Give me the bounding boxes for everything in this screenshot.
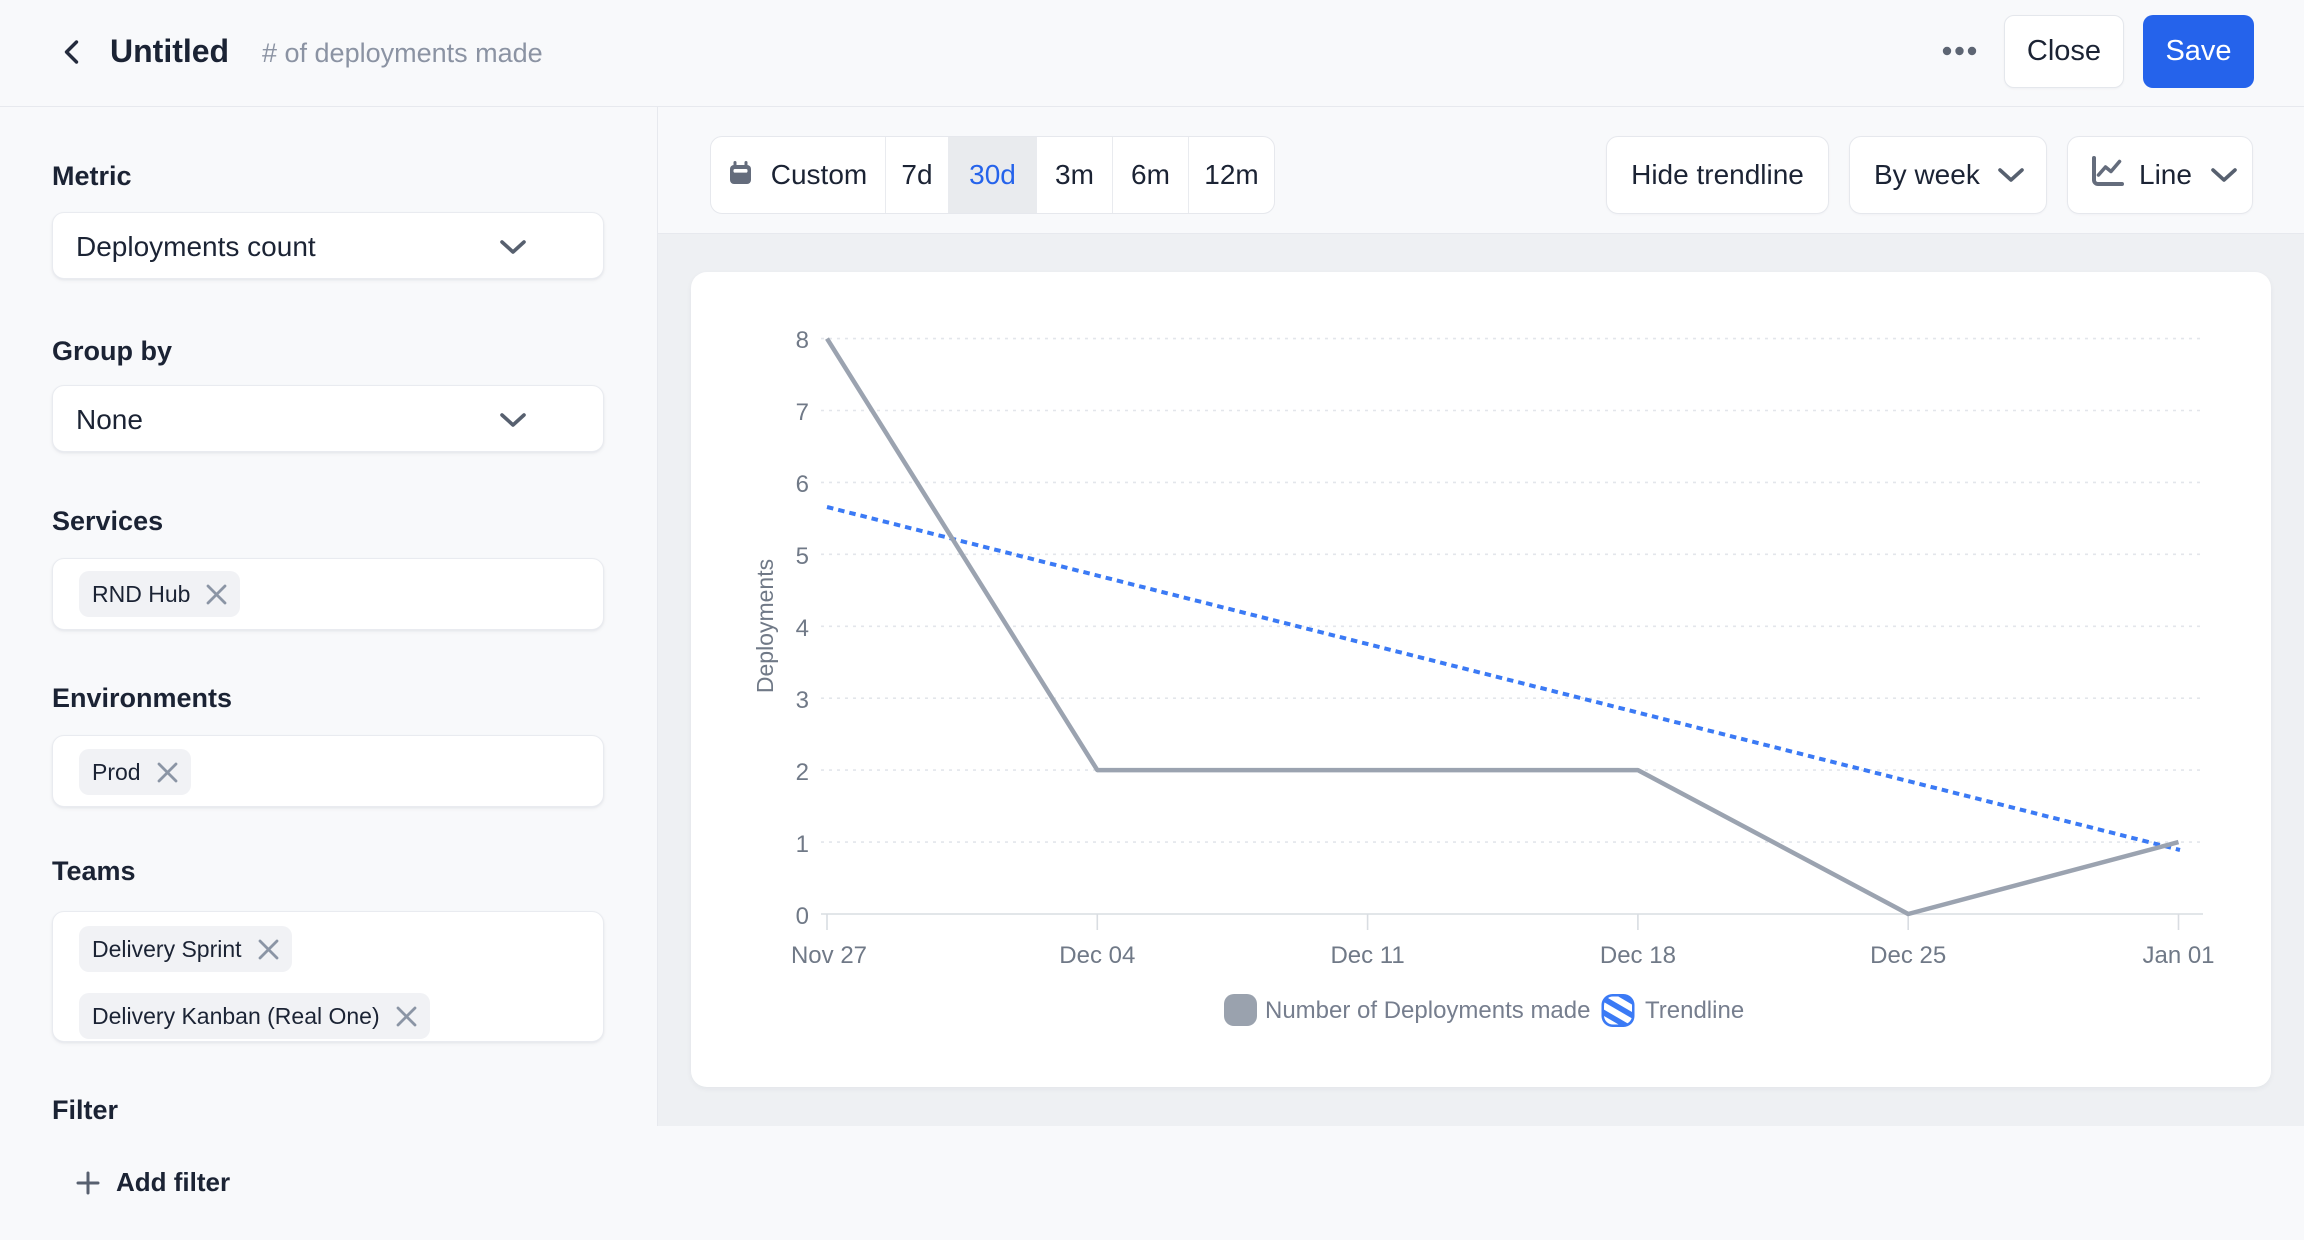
svg-text:8: 8 bbox=[796, 327, 809, 354]
svg-text:Dec 18: Dec 18 bbox=[1600, 942, 1676, 969]
svg-text:7: 7 bbox=[796, 399, 809, 426]
svg-text:2: 2 bbox=[796, 759, 809, 786]
svg-text:4: 4 bbox=[796, 615, 809, 642]
svg-text:Dec 11: Dec 11 bbox=[1330, 942, 1404, 969]
svg-text:Jan 01: Jan 01 bbox=[2142, 942, 2214, 969]
svg-text:Dec 25: Dec 25 bbox=[1870, 942, 1946, 969]
svg-text:1: 1 bbox=[796, 831, 809, 858]
svg-text:Number of Deployments made: Number of Deployments made bbox=[1265, 997, 1590, 1024]
svg-text:0: 0 bbox=[796, 903, 809, 930]
svg-text:Nov 27: Nov 27 bbox=[791, 942, 867, 969]
svg-text:Dec 04: Dec 04 bbox=[1059, 942, 1135, 969]
svg-text:Trendline: Trendline bbox=[1645, 997, 1744, 1024]
svg-text:5: 5 bbox=[796, 543, 809, 570]
svg-text:3: 3 bbox=[796, 687, 809, 714]
svg-text:6: 6 bbox=[796, 471, 809, 498]
svg-text:Deployments: Deployments bbox=[752, 559, 778, 693]
